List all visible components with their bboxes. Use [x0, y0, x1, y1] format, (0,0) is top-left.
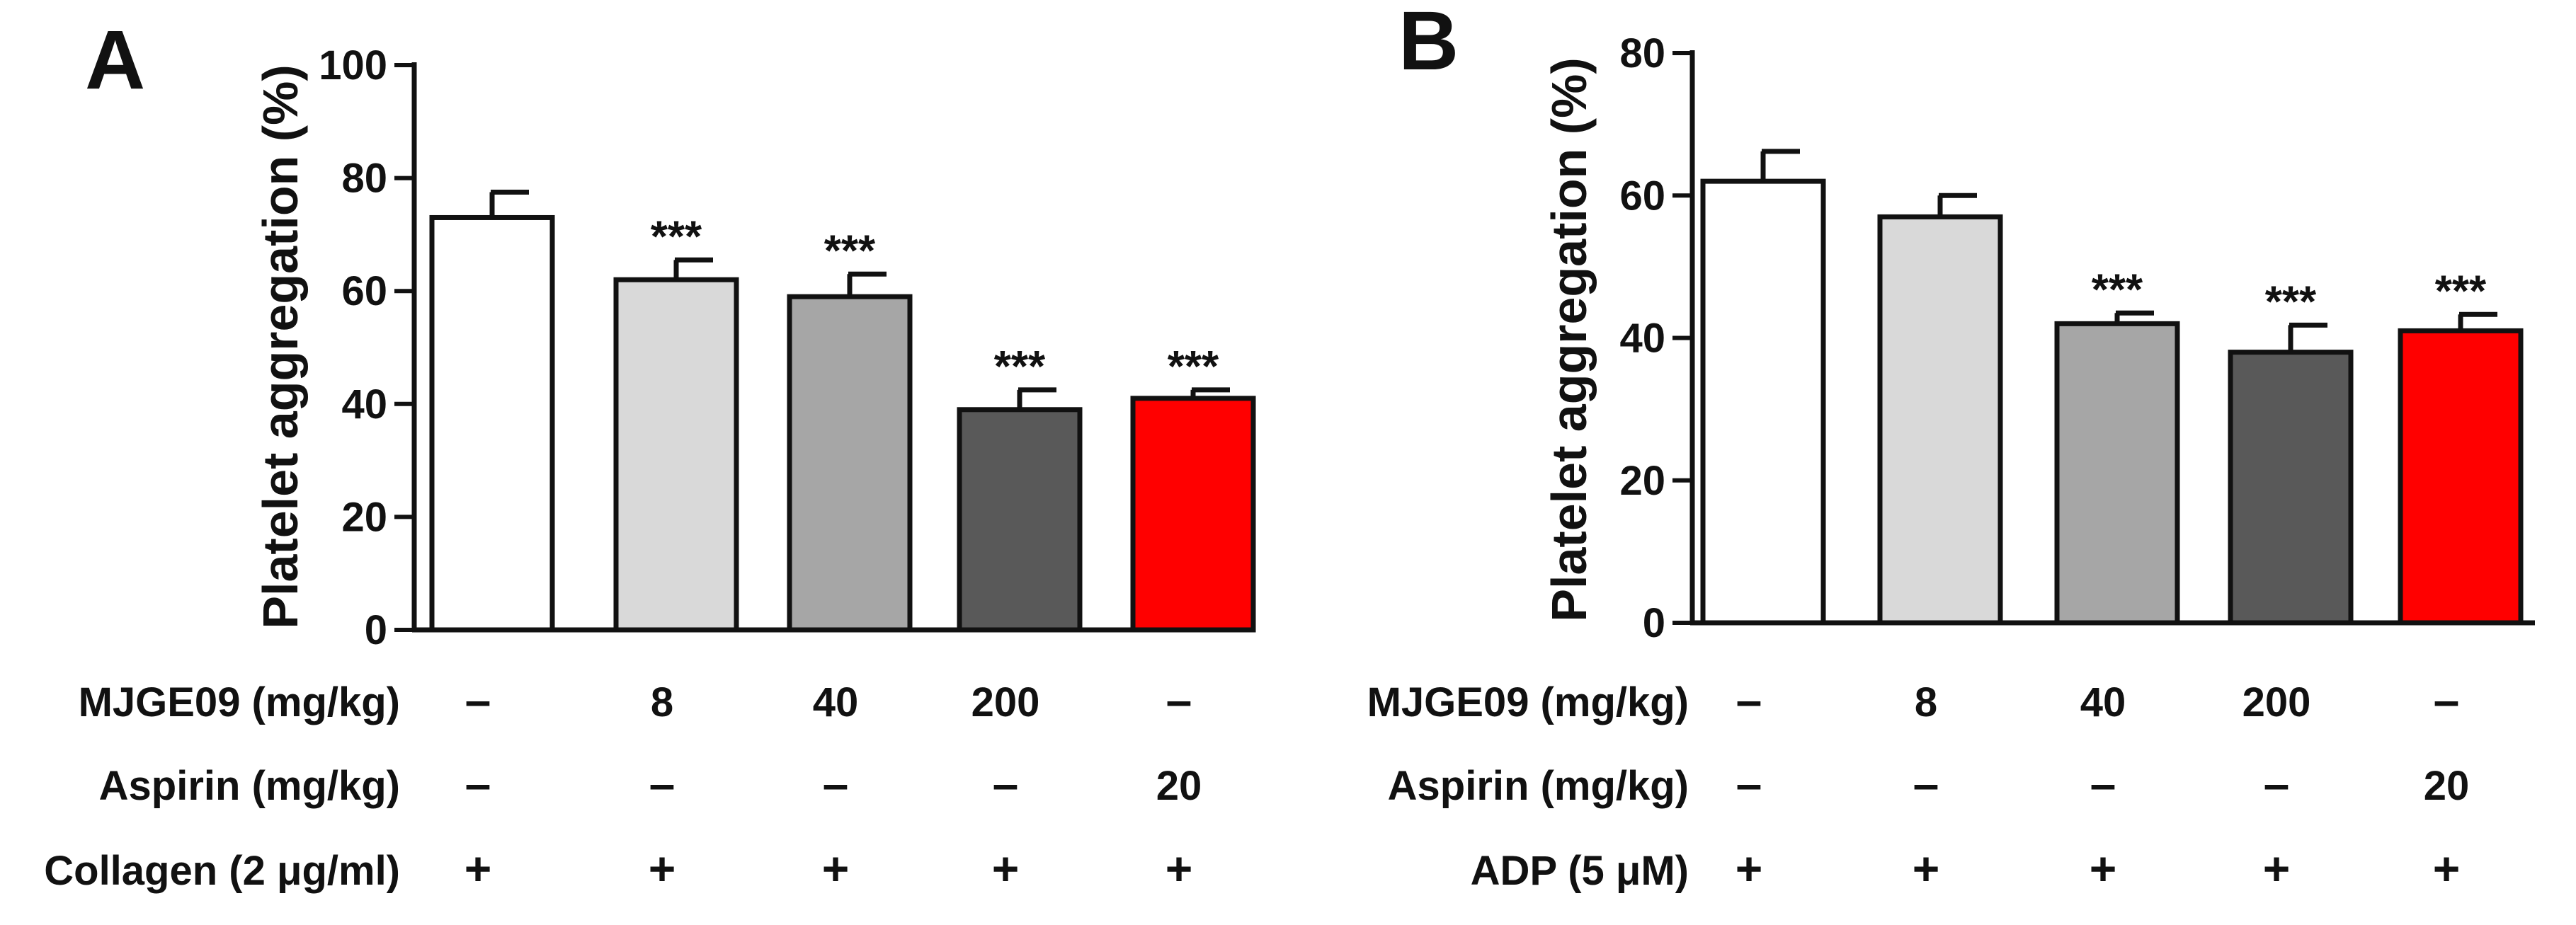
condition-cell: –	[823, 757, 849, 810]
y-tick-label: 20	[1619, 458, 1665, 504]
condition-cell: 20	[1156, 763, 1202, 809]
condition-cell: –	[993, 757, 1019, 810]
y-tick-label: 40	[341, 381, 387, 427]
condition-cell: 200	[971, 679, 1040, 725]
bar-4	[2228, 350, 2354, 626]
bar-3	[787, 294, 913, 633]
chart-panel-a: A Platelet aggregation (%) 0 20 40 60 80 100 ***…	[44, 13, 1256, 895]
condition-cell: +	[2263, 842, 2291, 895]
condition-cell: +	[1913, 842, 1940, 895]
condition-cell: 8	[651, 679, 673, 725]
bar-3	[2054, 321, 2180, 626]
condition-row-label: MJGE09 (mg/kg)	[79, 679, 400, 725]
significance-label-4: ***	[994, 343, 1046, 391]
significance-label-4: ***	[2265, 277, 2317, 326]
condition-cell: 40	[813, 679, 859, 725]
condition-cell: –	[465, 674, 491, 726]
condition-cell: 8	[1915, 679, 1937, 725]
condition-cell: +	[1736, 842, 1763, 895]
y-tick-label: 60	[1619, 173, 1665, 219]
condition-cell: +	[465, 842, 492, 895]
condition-cell: –	[649, 757, 676, 810]
chart-panel-b: B Platelet aggregation (%) 0 20 40 60 80 *** ***…	[1367, 0, 2535, 895]
condition-cell: +	[992, 842, 1020, 895]
condition-row-label: MJGE09 (mg/kg)	[1367, 679, 1689, 725]
condition-cell: 200	[2242, 679, 2311, 725]
condition-cell: +	[1166, 842, 1193, 895]
y-tick-label: 40	[1619, 316, 1665, 362]
y-tick-label: 60	[341, 268, 387, 314]
bar-1	[1700, 178, 1826, 626]
bar-2	[1877, 214, 2003, 626]
condition-row-label: Aspirin (mg/kg)	[99, 763, 400, 809]
condition-cell: –	[465, 757, 491, 810]
y-tick-label: 80	[1619, 30, 1665, 76]
bar-4	[957, 407, 1083, 633]
significance-label-5: ***	[2435, 267, 2487, 316]
y-tick-label: 80	[341, 156, 387, 202]
condition-cell: +	[822, 842, 850, 895]
condition-cell: +	[2090, 842, 2117, 895]
bar-5	[2398, 328, 2524, 626]
condition-row-label: Aspirin (mg/kg)	[1388, 763, 1689, 809]
condition-cell: –	[1736, 757, 1762, 810]
significance-label-5: ***	[1168, 343, 1219, 391]
panel-label: A	[85, 13, 145, 107]
bar-5	[1130, 396, 1256, 633]
condition-cell: –	[2090, 757, 2116, 810]
significance-label-2: ***	[651, 212, 702, 261]
condition-cell: –	[1913, 757, 1939, 810]
y-tick-label: 100	[319, 42, 387, 88]
significance-label-3: ***	[824, 226, 876, 275]
condition-cell: –	[2434, 674, 2460, 726]
y-axis-title: Platelet aggregation (%)	[253, 64, 308, 628]
condition-row-label: ADP (5 μM)	[1471, 848, 1689, 894]
y-tick-label: 20	[341, 494, 387, 540]
condition-cell: 40	[2080, 679, 2126, 725]
significance-label-3: ***	[2092, 265, 2143, 314]
condition-cell: –	[1736, 674, 1762, 726]
condition-cell: +	[649, 842, 676, 895]
bar-2	[613, 277, 739, 633]
y-tick-label: 0	[1643, 600, 1665, 646]
y-tick-label: 0	[365, 607, 387, 653]
condition-cell: 20	[2424, 763, 2470, 809]
y-axis-title: Platelet aggregation (%)	[1541, 57, 1597, 621]
condition-cell: +	[2433, 842, 2461, 895]
panel-label: B	[1398, 0, 1459, 88]
condition-cell: –	[2264, 757, 2290, 810]
condition-cell: –	[1166, 674, 1192, 726]
bar-1	[429, 214, 555, 633]
condition-row-label: Collagen (2 μg/ml)	[44, 848, 400, 894]
